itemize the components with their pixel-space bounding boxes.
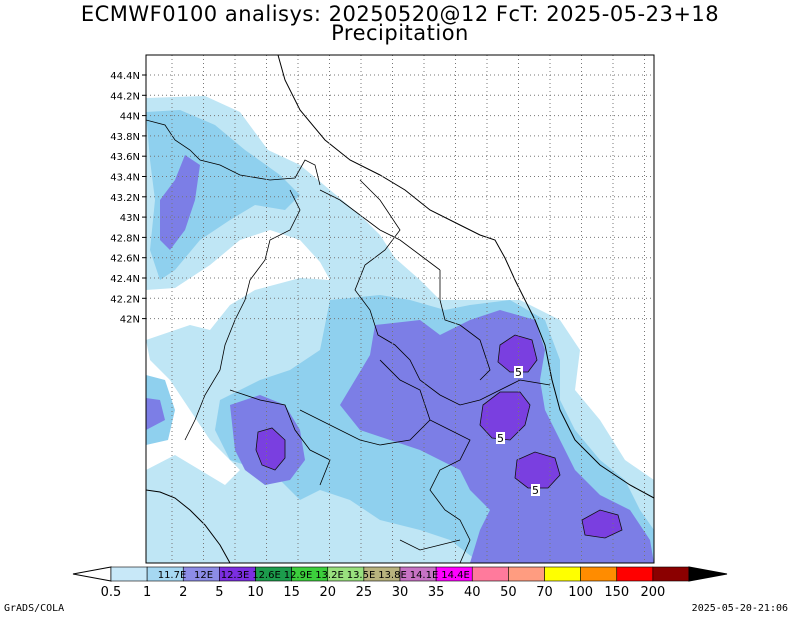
colorbar-swatch [508,566,545,582]
colorbar-left-arrow [72,566,112,582]
colorbar-tick-label: 5 [215,585,223,600]
precip-area-dark-3 [514,451,561,489]
contour-label-bg-1 [514,366,523,378]
lat-label: 42.4N [110,274,140,285]
colorbar [72,566,728,582]
precip-area-dark-2 [479,391,531,441]
contour-labels: 5 5 5 [496,366,540,497]
lon-label: 13.5E [347,570,376,581]
contour-label-bg-2 [496,432,505,444]
colorbar-swatch [110,566,148,582]
colorbar-tick-label: 25 [356,585,373,600]
colorbar-tick-label: 35 [428,585,445,600]
lat-label: 43N [120,213,140,224]
colorbar-tick-label: 30 [392,585,409,600]
precip-shading [146,96,654,563]
precip-area-dark-5 [581,509,623,539]
colorbar-tick-label: 70 [536,585,553,600]
coastline-adriatic [277,55,654,499]
colorbar-tick-labels: 0.5 1 2 5 10 15 20 25 30 35 40 50 70 100 150 200 [101,585,666,600]
colorbar-tick-label: 50 [500,585,517,600]
lon-label: 13.8E [378,570,407,581]
lon-label: 14.1E [410,570,439,581]
colorbar-tick-label: 20 [319,585,336,600]
precip-area-dark-1 [497,334,538,373]
contour-label-bg-3 [531,484,540,496]
colorbar-tick-label: 150 [604,585,629,600]
colorbar-swatch [652,566,690,582]
map-title: ECMWF0100 analisys: 20250520@12 FcT: 202… [80,2,720,26]
map-subtitle: Precipitation [331,21,469,45]
colorbar-tick-label: 10 [247,585,264,600]
longitude-labels: 11.7E 12E 12.3E 12.6E 12.9E 13.2E 13.5E 13.8E 14… [158,570,470,581]
colorbar-right-arrow [688,566,728,582]
precip-area-dark-4 [255,427,286,471]
colorbar-swatch [544,566,581,582]
map-frame [145,54,655,564]
colorbar-tick-label: 200 [640,585,665,600]
lat-label: 43.2N [110,193,140,204]
footer-credit: GrADS/COLA [4,603,65,614]
colorbar-tick-label: 15 [283,585,300,600]
lon-label: 12.9E [284,570,313,581]
lat-label: 43.4N [110,173,140,184]
lat-label: 42N [120,315,140,326]
map-gridlines [146,55,654,563]
colorbar-tick-label: 0.5 [101,585,122,600]
lat-label: 44N [120,112,140,123]
region-borders [146,119,551,563]
colorbar-tick-label: 100 [568,585,593,600]
lon-label: 14.4E [441,570,470,581]
lat-label: 44.2N [110,91,140,102]
lon-label: 13.2E [315,570,344,581]
latitude-labels: 44.4N 44.2N 44N 43.8N 43.6N 43.4N 43.2N 43N 42.8… [110,71,146,326]
contour-label-1: 5 [515,366,522,379]
contour-label-3: 5 [532,484,539,497]
colorbar-swatch [471,566,509,582]
lat-label: 42.2N [110,294,140,305]
lat-label: 44.4N [110,71,140,82]
lon-label: 12.3E [221,570,250,581]
lat-label: 42.8N [110,233,140,244]
lon-label: 12E [194,570,213,581]
contour-label-2: 5 [497,432,504,445]
lon-label: 11.7E [158,570,187,581]
lat-label: 43.8N [110,132,140,143]
coastline-tyrrhenian [146,489,231,563]
colorbar-swatch [616,566,654,582]
colorbar-tick-label: 1 [143,585,151,600]
colorbar-tick-label: 40 [464,585,481,600]
colorbar-swatch [580,566,618,582]
footer-timestamp: 2025-05-20-21:06 [691,603,788,614]
colorbar-tick-label: 2 [179,585,187,600]
lon-label: 12.6E [252,570,281,581]
coastline-borders [146,55,654,563]
lat-label: 42.6N [110,254,140,265]
lat-label: 43.6N [110,152,140,163]
